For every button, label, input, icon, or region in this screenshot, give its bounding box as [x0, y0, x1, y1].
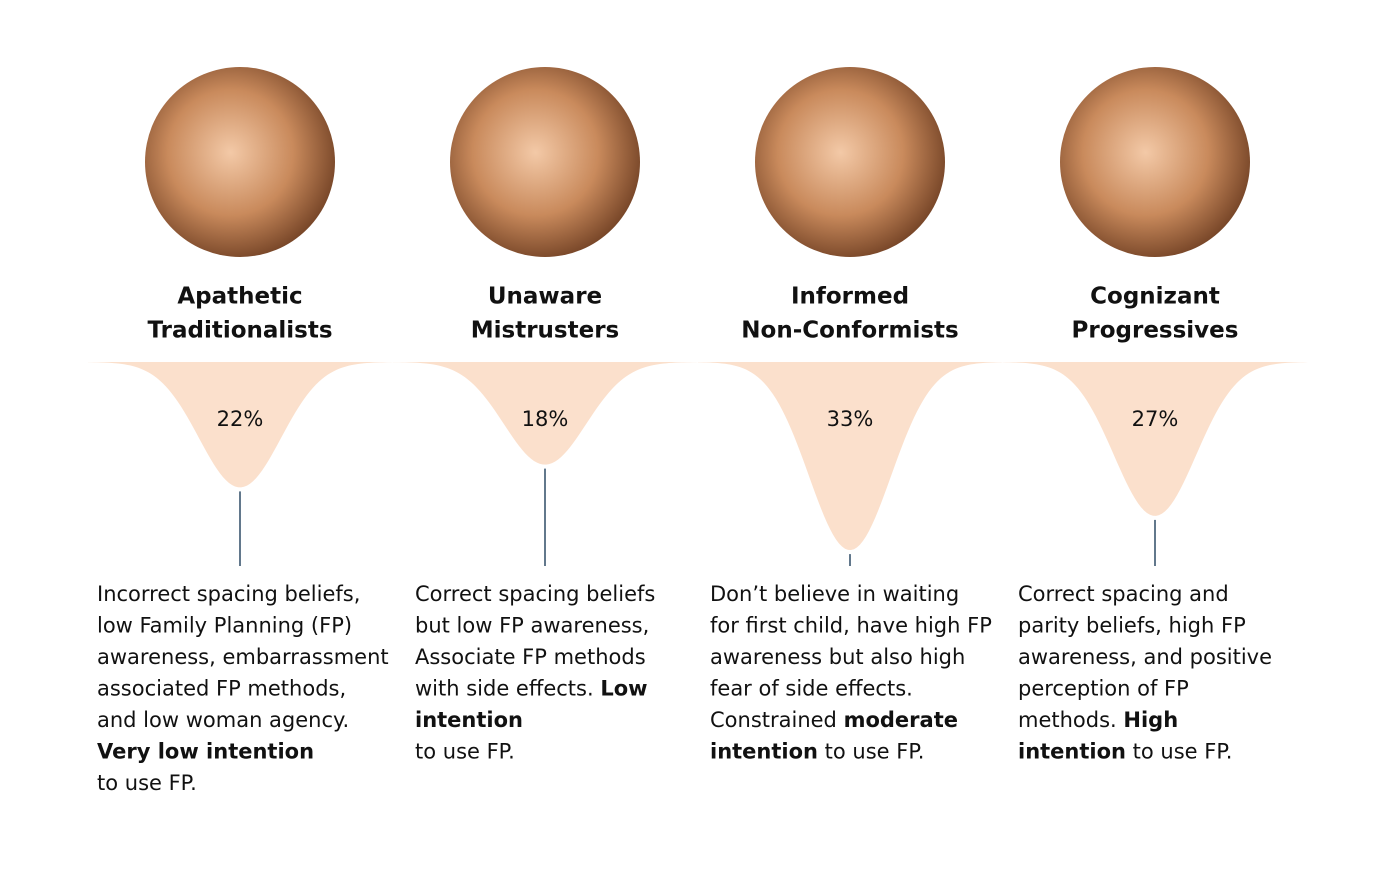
description-run: Constrained: [710, 708, 844, 732]
description-run: awareness, and positive: [1018, 645, 1272, 669]
description-line: intention: [415, 708, 523, 732]
description-line: awareness, and positive: [1018, 645, 1272, 669]
segment-title: Traditionalists: [147, 318, 332, 344]
description-run: to use FP.: [97, 771, 197, 795]
description-line: intention to use FP.: [1018, 740, 1232, 764]
description-line: and low woman agency.: [97, 708, 349, 732]
description-run: intention: [710, 740, 818, 764]
description-run: parity beliefs, high FP: [1018, 614, 1246, 638]
description-run: methods.: [1018, 708, 1123, 732]
description-line: for first child, have high FP: [710, 614, 992, 638]
description-run: moderate: [844, 708, 958, 732]
description-run: intention: [1018, 740, 1126, 764]
description-run: awareness, embarrassment: [97, 645, 389, 669]
description-line: with side effects. Low: [415, 677, 648, 701]
description-run: with side effects.: [415, 677, 600, 701]
description-line: perception of FP: [1018, 677, 1189, 701]
description-line: awareness, embarrassment: [97, 645, 389, 669]
description-line: awareness but also high: [710, 645, 965, 669]
description-run: for first child, have high FP: [710, 614, 992, 638]
description-run: to use FP.: [415, 740, 515, 764]
segment-title: Cognizant: [1090, 284, 1220, 310]
bell: [88, 362, 393, 488]
segment-title: Apathetic: [177, 284, 302, 310]
percentage: 22%: [217, 407, 264, 431]
bell: [698, 362, 1003, 551]
percentage: 33%: [827, 407, 874, 431]
photo: [1060, 67, 1250, 257]
description-run: associated FP methods,: [97, 677, 346, 701]
description-line: Correct spacing beliefs: [415, 582, 655, 606]
description-line: Don’t believe in waiting: [710, 582, 959, 606]
description-run: Incorrect spacing beliefs,: [97, 582, 360, 606]
description-run: and low woman agency.: [97, 708, 349, 732]
description-line: to use FP.: [97, 771, 197, 795]
description-line: parity beliefs, high FP: [1018, 614, 1246, 638]
description-run: intention: [415, 708, 523, 732]
description-run: Associate FP methods: [415, 645, 646, 669]
photo: [145, 67, 335, 257]
description-run: Correct spacing and: [1018, 582, 1229, 606]
bell: [1003, 362, 1308, 516]
photo: [450, 67, 640, 257]
description-line: Very low intention: [97, 740, 314, 764]
description-line: methods. High: [1018, 708, 1178, 732]
description-line: Incorrect spacing beliefs,: [97, 582, 360, 606]
description-line: Constrained moderate: [710, 708, 958, 732]
description-run: to use FP.: [1126, 740, 1232, 764]
description-run: Correct spacing beliefs: [415, 582, 655, 606]
description-run: fear of side effects.: [710, 677, 913, 701]
bell: [393, 362, 698, 465]
percentage: 18%: [522, 407, 569, 431]
description-run: Very low intention: [97, 740, 314, 764]
description-line: fear of side effects.: [710, 677, 913, 701]
description-line: low Family Planning (FP): [97, 614, 352, 638]
description-run: awareness but also high: [710, 645, 965, 669]
description-line: associated FP methods,: [97, 677, 346, 701]
segment-title: Informed: [791, 284, 909, 310]
percentage: 27%: [1132, 407, 1179, 431]
segment-title: Unaware: [488, 284, 602, 310]
description-run: perception of FP: [1018, 677, 1189, 701]
description-run: but low FP awareness,: [415, 614, 649, 638]
description-run: low Family Planning (FP): [97, 614, 352, 638]
description-run: Don’t believe in waiting: [710, 582, 959, 606]
photo: [755, 67, 945, 257]
description-line: Associate FP methods: [415, 645, 646, 669]
description-run: Low: [600, 677, 647, 701]
segment-title: Non-Conformists: [741, 318, 958, 344]
description-line: to use FP.: [415, 740, 515, 764]
description-line: but low FP awareness,: [415, 614, 649, 638]
description-run: High: [1123, 708, 1178, 732]
description-line: intention to use FP.: [710, 740, 924, 764]
description-run: to use FP.: [818, 740, 924, 764]
segment-title: Progressives: [1072, 318, 1239, 344]
description-line: Correct spacing and: [1018, 582, 1229, 606]
segment-title: Mistrusters: [471, 318, 620, 344]
